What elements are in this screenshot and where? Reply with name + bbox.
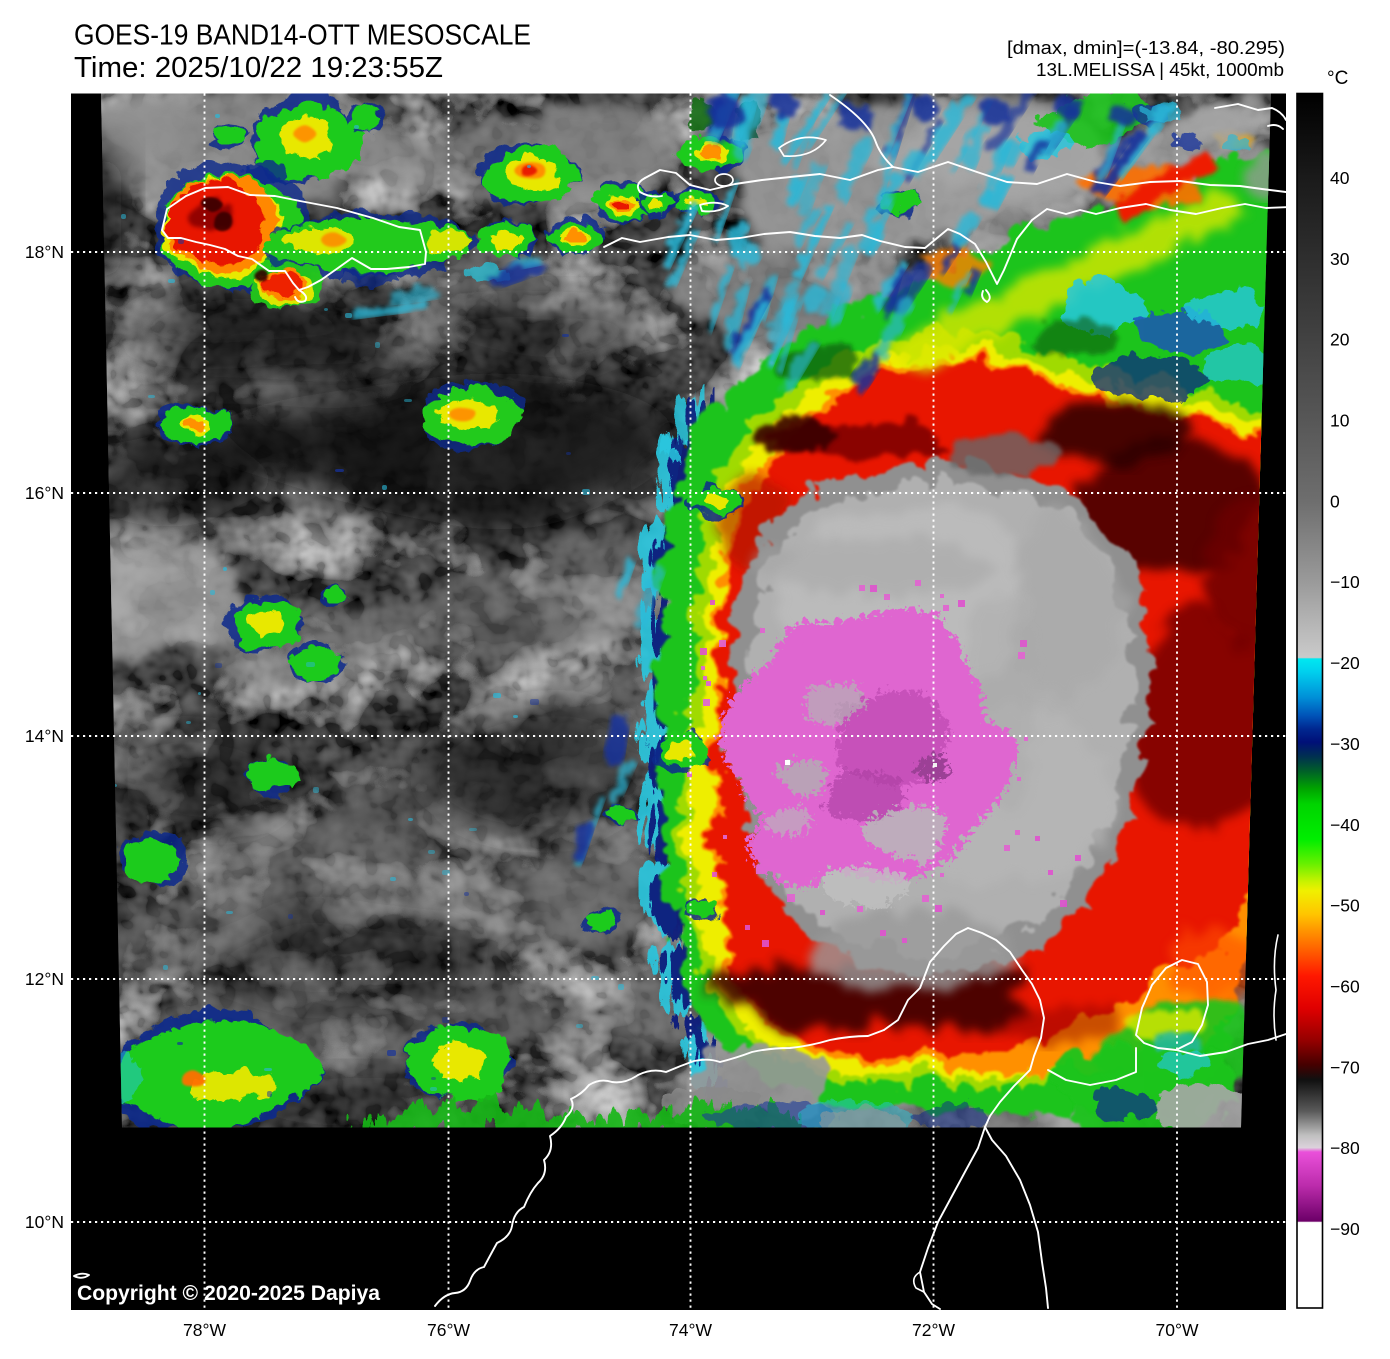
svg-text:10: 10: [1330, 411, 1350, 431]
svg-text:10°N: 10°N: [25, 1212, 64, 1232]
svg-text:−80: −80: [1330, 1138, 1360, 1158]
svg-text:Copyright © 2020-2025 Dapiya: Copyright © 2020-2025 Dapiya: [77, 1281, 381, 1305]
svg-text:GOES-19 BAND14-OTT MESOSCALE: GOES-19 BAND14-OTT MESOSCALE: [74, 20, 531, 52]
svg-text:20: 20: [1330, 330, 1350, 350]
svg-text:74°W: 74°W: [669, 1320, 712, 1340]
svg-text:−60: −60: [1330, 977, 1360, 997]
svg-text:−70: −70: [1330, 1057, 1360, 1077]
svg-text:−10: −10: [1330, 572, 1360, 592]
svg-text:−20: −20: [1330, 653, 1360, 673]
svg-text:78°W: 78°W: [183, 1320, 226, 1340]
svg-text:14°N: 14°N: [25, 726, 64, 746]
svg-text:40: 40: [1330, 168, 1350, 188]
svg-text:76°W: 76°W: [427, 1320, 470, 1340]
svg-text:70°W: 70°W: [1156, 1320, 1199, 1340]
svg-text:−90: −90: [1330, 1219, 1360, 1239]
svg-text:12°N: 12°N: [25, 969, 64, 989]
svg-text:[dmax, dmin]=(-13.84, -80.295): [dmax, dmin]=(-13.84, -80.295): [1007, 37, 1285, 58]
svg-text:16°N: 16°N: [25, 483, 64, 503]
svg-text:18°N: 18°N: [25, 242, 64, 262]
svg-text:°C: °C: [1327, 68, 1348, 89]
svg-text:0: 0: [1330, 491, 1340, 511]
svg-text:−30: −30: [1330, 734, 1360, 754]
svg-text:−50: −50: [1330, 896, 1360, 916]
svg-text:72°W: 72°W: [912, 1320, 955, 1340]
svg-text:13L.MELISSA | 45kt, 1000mb: 13L.MELISSA | 45kt, 1000mb: [1036, 59, 1284, 80]
svg-text:−40: −40: [1330, 815, 1360, 835]
svg-text:Time: 2025/10/22 19:23:55Z: Time: 2025/10/22 19:23:55Z: [74, 52, 443, 84]
svg-text:30: 30: [1330, 249, 1350, 269]
